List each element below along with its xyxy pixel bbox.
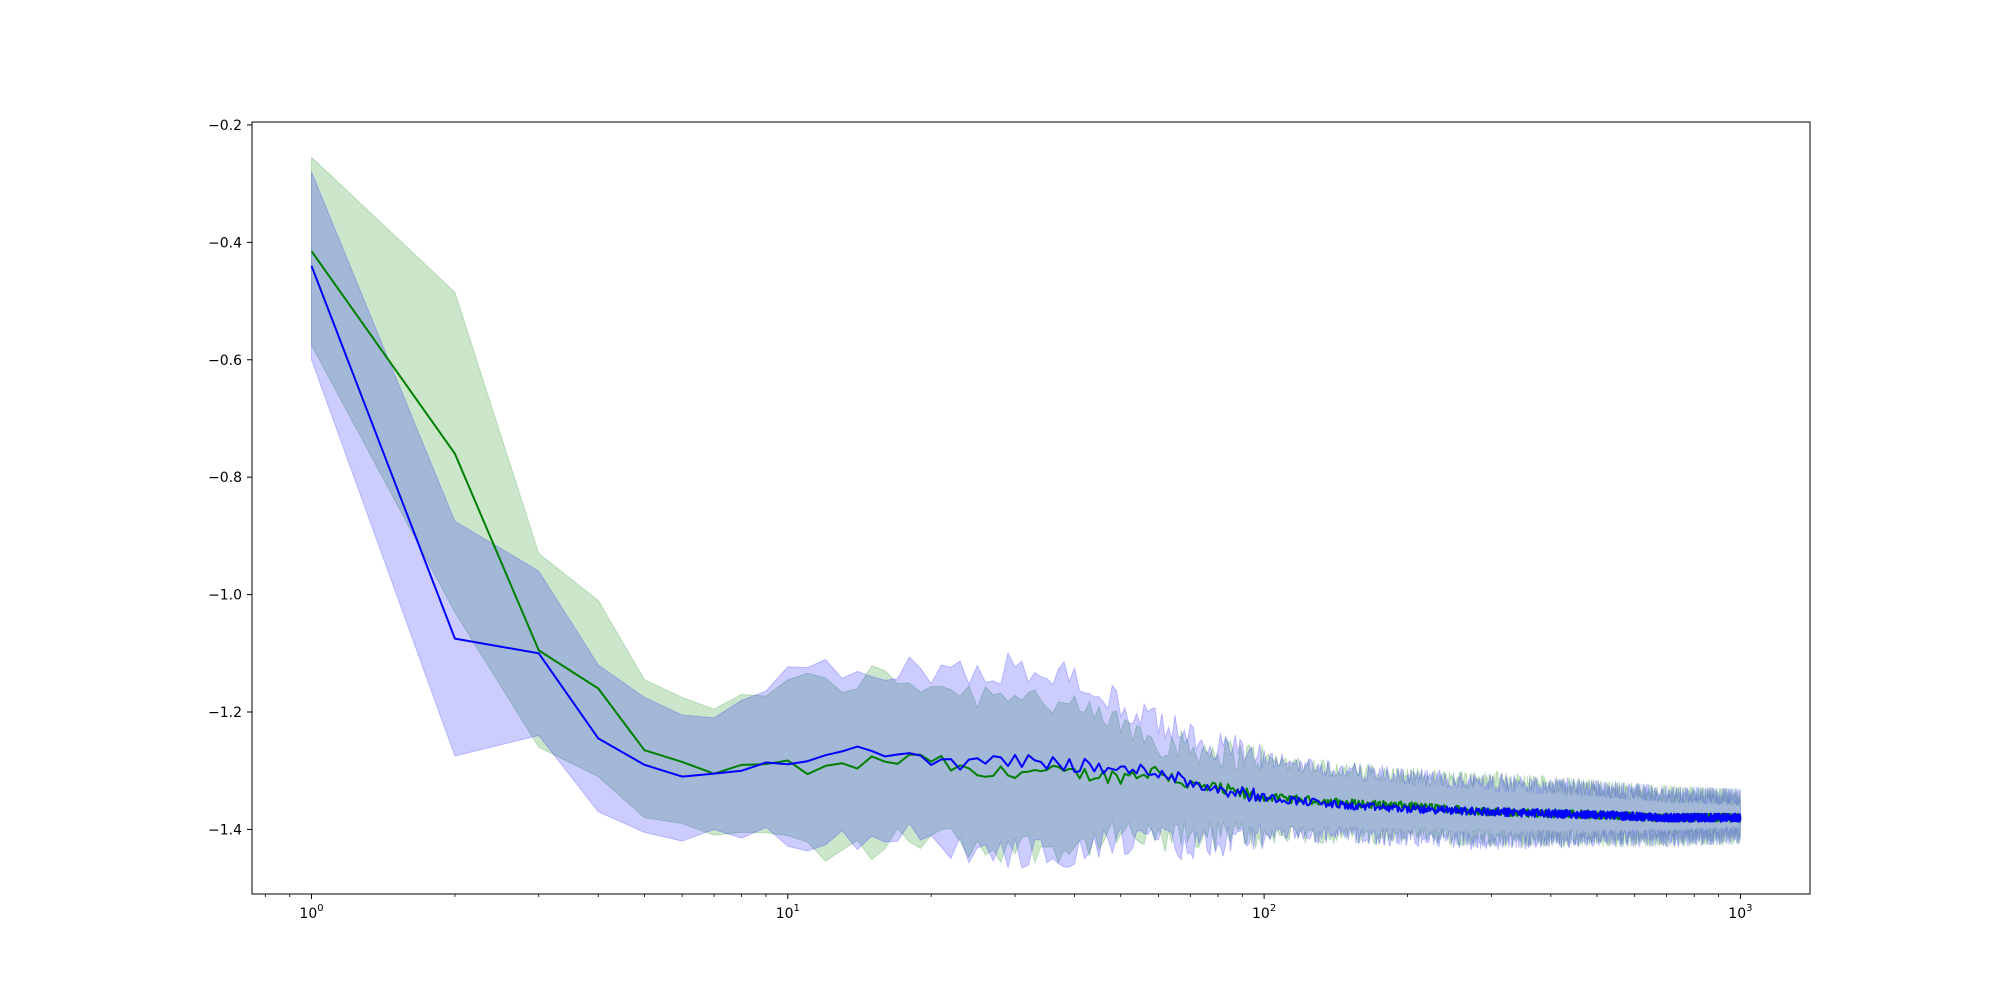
y-tick-label: −1.4 [208,822,242,838]
series-lines [310,250,1742,823]
series-2-confidence-band [311,171,1741,870]
y-tick-label: −0.8 [208,470,242,486]
x-tick-label: 102 [1252,903,1276,922]
y-tick-label: −0.2 [208,118,242,134]
x-tick-label: 103 [1728,903,1752,922]
y-tick-label: −0.6 [208,353,242,369]
x-tick-label: 101 [776,903,800,922]
series-1-confidence-band [311,156,1741,865]
y-tick-label: −1.0 [208,588,242,604]
series-2-line [310,265,1742,823]
x-axis: 100 101 102 103 [264,894,1753,922]
x-tick-label: 100 [299,903,323,922]
y-tick-label: −1.2 [208,705,242,721]
y-axis: −0.2 −0.4 −0.6 −0.8 −1.0 −1.2 −1.4 [208,118,252,838]
plot-area-frame [251,121,1811,895]
confidence-bands [311,156,1741,870]
y-tick-label: −0.4 [208,235,242,251]
